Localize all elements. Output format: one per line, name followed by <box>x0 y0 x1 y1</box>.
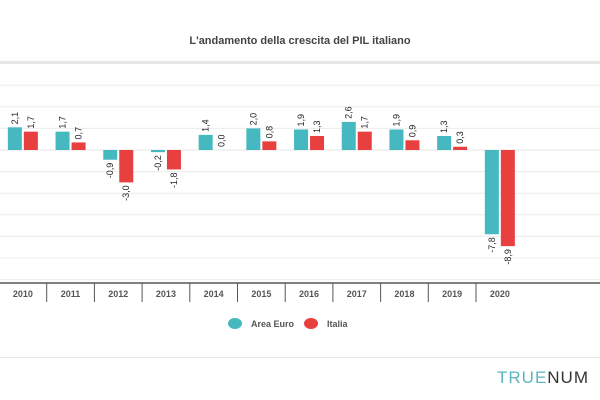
x-tick-label: 2014 <box>204 289 224 299</box>
bar-area-euro <box>150 150 165 153</box>
x-tick-label: 2017 <box>347 289 367 299</box>
chart-title: L'andamento della crescita del PIL itali… <box>189 35 411 47</box>
data-label: 1,3 <box>312 120 322 133</box>
x-tick-label: 2020 <box>490 289 510 299</box>
data-label: 0,9 <box>407 125 417 138</box>
data-label: -0,9 <box>105 163 115 179</box>
legend-item-italia[interactable]: Italia <box>304 318 348 329</box>
data-label: 1,3 <box>439 120 449 133</box>
data-label: 0,8 <box>264 126 274 139</box>
data-label: 2,6 <box>344 106 354 119</box>
footer-divider <box>0 357 600 358</box>
bar-italia <box>405 140 420 150</box>
bar-italia <box>310 135 325 150</box>
bar-area-euro <box>198 134 213 150</box>
x-tick-label: 2012 <box>108 289 128 299</box>
data-label: 1,9 <box>296 114 306 127</box>
legend-label: Italia <box>327 318 348 329</box>
bar-italia <box>166 150 181 170</box>
bar-italia <box>262 141 277 150</box>
data-label: 1,9 <box>391 114 401 127</box>
x-tick-label: 2010 <box>13 289 33 299</box>
data-label: -3,0 <box>121 185 131 201</box>
data-label: -7,8 <box>487 237 497 253</box>
legend-item-area-euro[interactable]: Area Euro <box>228 318 294 329</box>
x-tick-label: 2011 <box>61 289 81 299</box>
bar-italia <box>500 150 515 247</box>
bar-italia <box>357 131 372 150</box>
bar-area-euro <box>246 128 261 150</box>
x-tick-label: 2018 <box>394 289 414 299</box>
x-tick-label: 2015 <box>251 289 271 299</box>
bar-area-euro <box>7 127 22 150</box>
bar-area-euro <box>484 150 499 235</box>
bar-italia <box>453 146 468 150</box>
bar-italia <box>119 150 134 183</box>
bar-italia <box>71 142 86 150</box>
data-label: 1,7 <box>26 116 36 129</box>
data-label: 0,3 <box>455 131 465 144</box>
bar-italia <box>23 131 38 150</box>
title-divider <box>0 61 600 64</box>
bar-area-euro <box>437 135 452 150</box>
data-label: 1,7 <box>360 116 370 129</box>
data-label: 2,0 <box>248 113 258 126</box>
data-label: 0,7 <box>74 127 84 140</box>
data-label: 1,4 <box>201 119 211 132</box>
legend-label: Area Euro <box>251 318 295 329</box>
bar-area-euro <box>103 150 118 160</box>
legend: Area Euro Italia <box>228 318 358 329</box>
x-tick-label: 2016 <box>299 289 319 299</box>
data-label: 0,0 <box>217 134 227 147</box>
data-label: -0,2 <box>153 155 163 171</box>
data-label: -1,8 <box>169 172 179 188</box>
bar-area-euro <box>55 131 70 150</box>
data-label: 2,1 <box>10 112 20 125</box>
x-tick-label: 2013 <box>156 289 176 299</box>
bar-area-euro <box>341 121 356 150</box>
x-tick-label: 2019 <box>442 289 462 299</box>
bar-area-euro <box>294 129 309 150</box>
legend-swatch-area-euro <box>228 318 242 329</box>
bar-area-euro <box>389 129 404 150</box>
data-label: 1,7 <box>58 116 68 129</box>
data-label: -8,9 <box>503 249 513 265</box>
legend-swatch-italia <box>304 318 319 329</box>
bar-chart: 2010 2,1 1,7 2011 1,7 0,7 2012 -0,9 -3,0 2013 -0,2… <box>0 84 600 302</box>
truenumbers-logo: TRUENUM <box>497 368 589 387</box>
